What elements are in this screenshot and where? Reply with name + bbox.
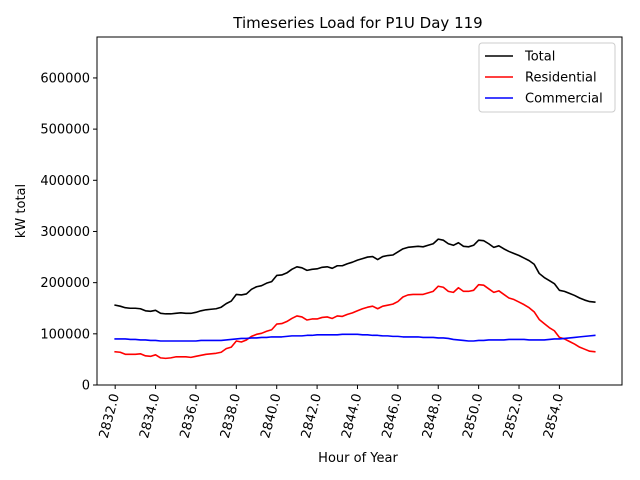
legend-label-residential: Residential (525, 71, 597, 86)
series-layer (114, 238, 596, 360)
y-tick-label: 300000 (40, 225, 90, 240)
axes-frame (96, 36, 623, 386)
y-axis-label: kW total (14, 184, 29, 238)
series-line-total (114, 238, 596, 315)
y-axis-ticks: 0 100000 200000 300000 400000 500000 600000 (40, 71, 97, 394)
chart-title: Timeseries Load for P1U Day 119 (232, 14, 482, 32)
y-tick-label: 0 (82, 379, 90, 394)
legend-box (478, 42, 616, 113)
y-tick-label: 600000 (40, 71, 90, 86)
plot-area (114, 238, 596, 360)
x-axis-label: Hour of Year (318, 451, 398, 466)
y-tick-label: 100000 (40, 327, 90, 342)
y-tick-label: 500000 (40, 123, 90, 138)
y-tick-label: 400000 (40, 174, 90, 189)
legend: Total Residential Commercial (478, 42, 616, 113)
legend-label-total: Total (524, 50, 555, 65)
y-tick-label: 200000 (40, 276, 90, 291)
series-line-commercial (114, 333, 596, 342)
legend-label-commercial: Commercial (525, 92, 603, 107)
series-line-residential (114, 283, 596, 360)
